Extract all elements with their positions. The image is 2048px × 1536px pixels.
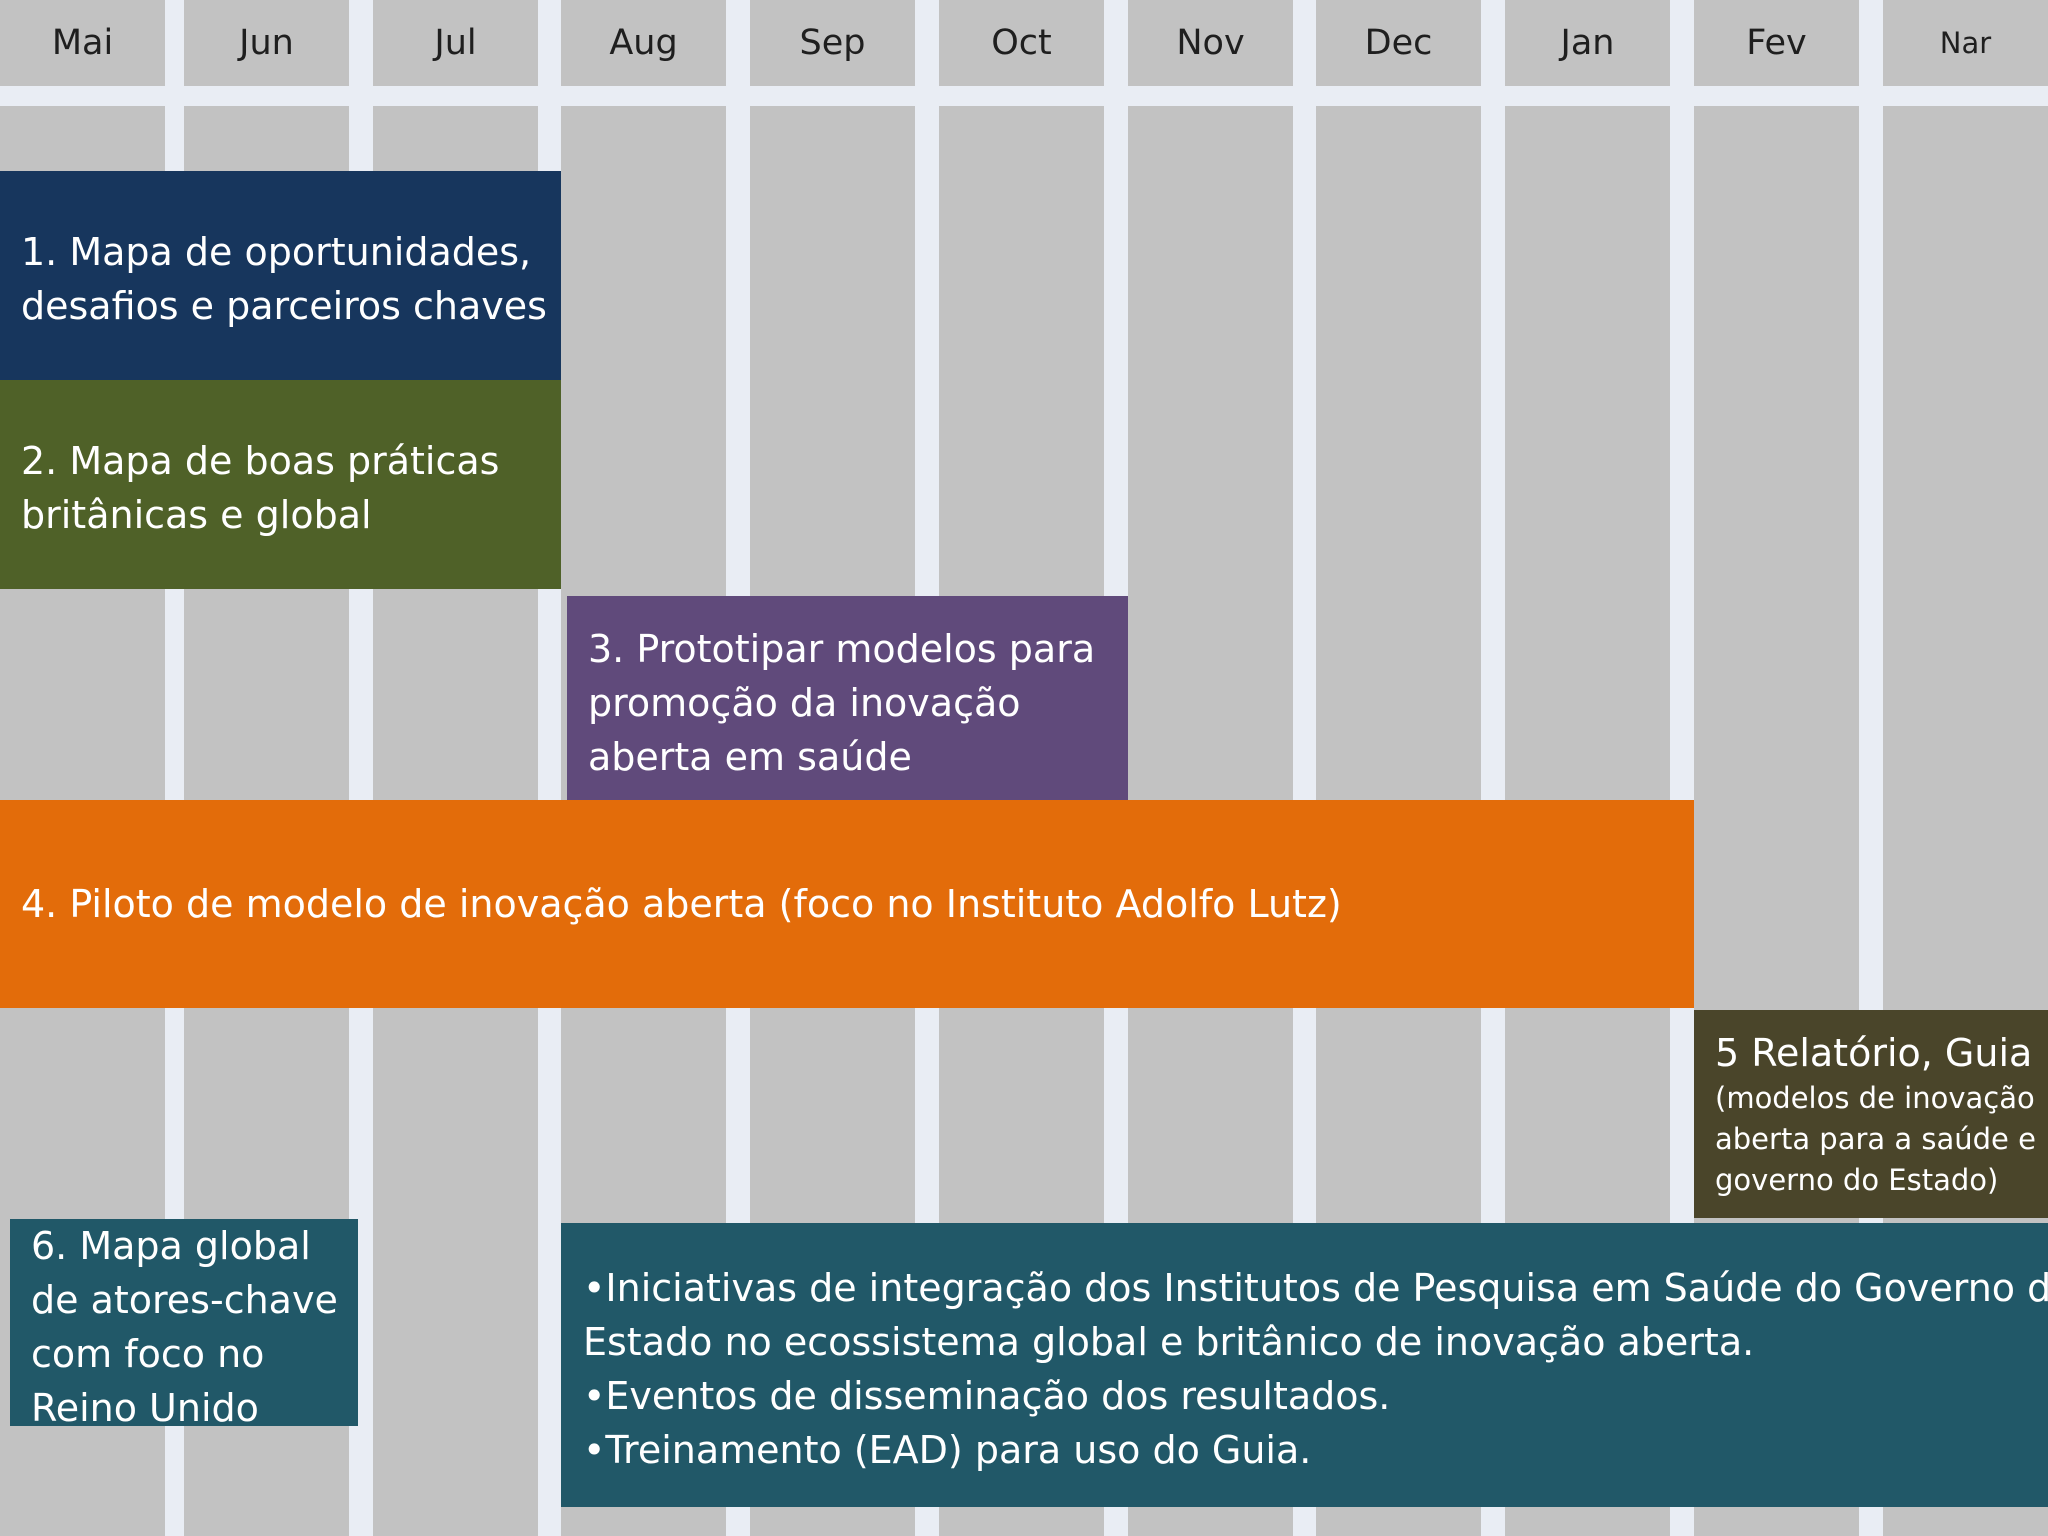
task-bar-4-pilot-model: 4. Piloto de modelo de inovação aberta (… [0,800,1694,1008]
task-5-subtitle-line: governo do Estado) [1715,1163,1999,1197]
month-header-sep: Sep [750,0,915,86]
task-1-label-line: desafios e parceiros chaves [21,284,547,328]
task-5-subtitle-line: aberta para a saúde e [1715,1122,2036,1156]
month-header-mai: Mai [0,0,165,86]
task-3-label-line: 3. Prototipar modelos para [588,627,1096,671]
task-5-subtitle-line: (modelos de inovação [1715,1081,2035,1115]
task-4-label-line: 4. Piloto de modelo de inovação aberta (… [21,882,1342,926]
task-bar-5-report-guide: 5 Relatório, Guia (modelos de inovação a… [1694,1010,2048,1218]
task-3-label-line: promoção da inovação [588,681,1021,725]
month-header-dec: Dec [1316,0,1481,86]
month-header-oct: Oct [939,0,1104,86]
month-header-jul: Jul [373,0,538,86]
month-header-jan: Jan [1505,0,1670,86]
task-bar-3-prototype-models: 3. Prototipar modelos para promoção da i… [567,596,1128,800]
task-7-bullet-line: •Eventos de disseminação dos resultados. [583,1374,1391,1418]
task-7-bullet-line: Estado no ecossistema global e britânico… [583,1320,1755,1364]
month-header-nov: Nov [1128,0,1293,86]
task-7-bullet-line: •Treinamento (EAD) para uso do Guia. [583,1428,1312,1472]
month-header-jun: Jun [184,0,349,86]
task-bar-1-opportunity-map: 1. Mapa de oportunidades, desafios e par… [0,171,561,380]
task-3-label-line: aberta em saúde [588,735,912,779]
task-7-bullet-line: •Iniciativas de integração dos Instituto… [583,1266,2048,1310]
task-2-label-line: 2. Mapa de boas práticas [21,439,500,483]
task-6-label-line: 6. Mapa global [31,1224,311,1268]
task-5-title: 5 Relatório, Guia [1715,1031,2033,1075]
task-1-label-line: 1. Mapa de oportunidades, [21,230,532,274]
month-header-aug: Aug [561,0,726,86]
task-bar-6-global-actors-map: 6. Mapa global de atores-chave com foco … [10,1219,358,1430]
task-bar-2-best-practices-map: 2. Mapa de boas práticas britânicas e gl… [0,380,561,589]
month-header-fev: Fev [1694,0,1859,86]
task-bar-7-integration-initiatives: •Iniciativas de integração dos Instituto… [561,1223,2048,1507]
task-6-label-line: de atores-chave [31,1278,338,1322]
month-header-nar: Nar [1883,0,2048,86]
task-6-label-line: Reino Unido [31,1386,259,1430]
task-2-label-line: britânicas e global [21,493,372,537]
task-6-label-line: com foco no [31,1332,265,1376]
